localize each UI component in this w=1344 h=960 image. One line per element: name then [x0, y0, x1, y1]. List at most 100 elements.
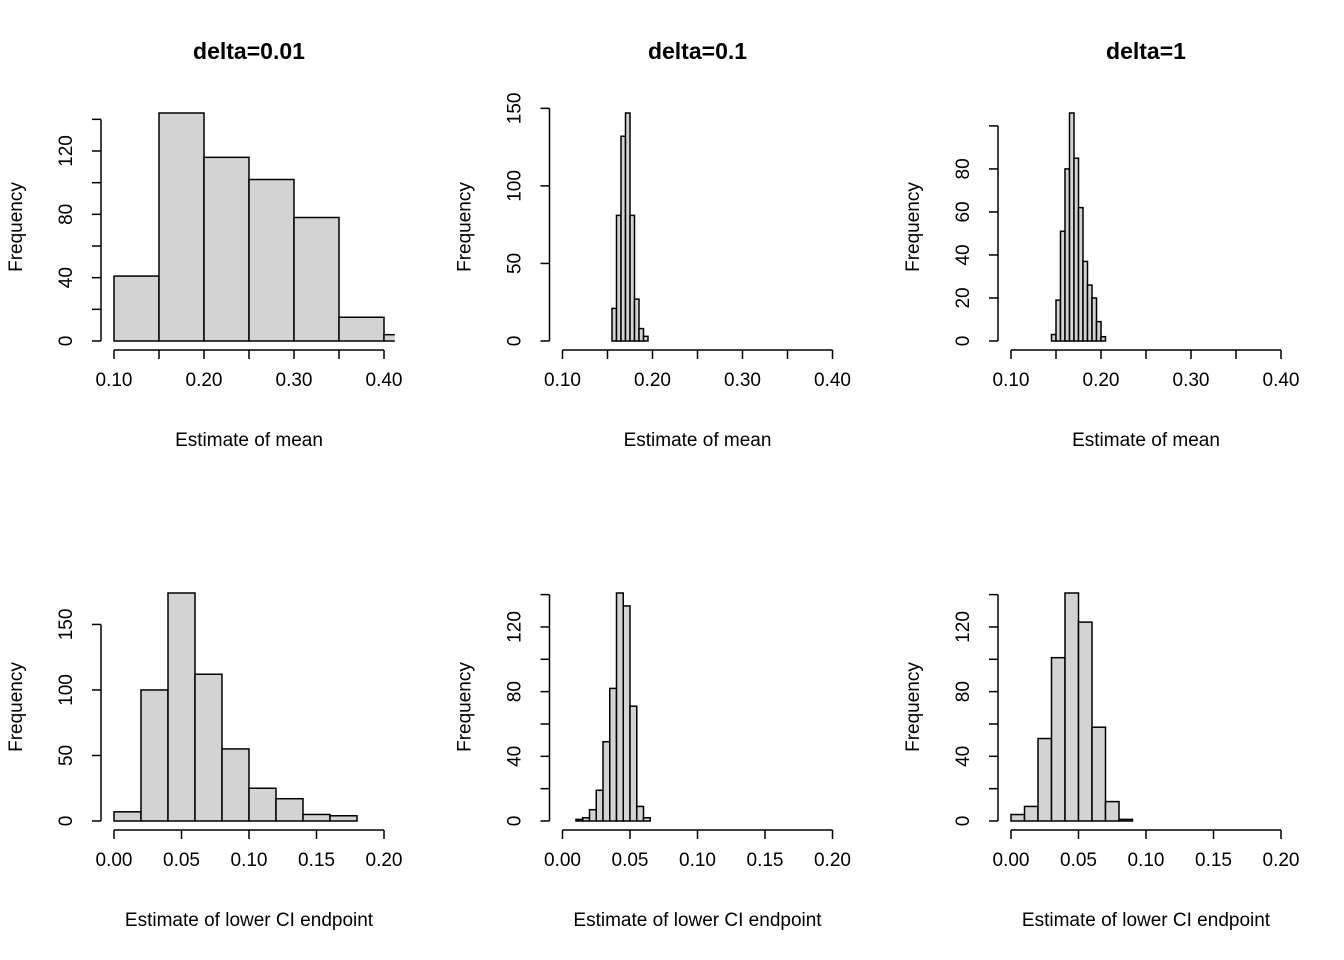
y-axis-label: Frequency [455, 182, 476, 272]
bar [275, 797, 304, 822]
bar [1091, 726, 1107, 822]
x-tick-label: 0.40 [366, 370, 403, 391]
bar [629, 214, 636, 342]
x-tick-label: 0.00 [96, 850, 133, 871]
chart-title: delta=0.01 [193, 38, 305, 64]
x-tick-label: 0.20 [1083, 370, 1120, 391]
x-tick-label: 0.15 [1195, 850, 1232, 871]
bar [113, 811, 142, 822]
x-tick-label: 0.05 [1060, 850, 1097, 871]
bar [588, 808, 597, 822]
bar [1100, 335, 1107, 342]
bars [575, 592, 651, 822]
bar [248, 178, 295, 342]
y-tick-label: 150 [505, 92, 526, 124]
x-axis-label: Estimate of lower CI endpoint [1022, 910, 1271, 931]
y-tick-label: 40 [56, 267, 77, 288]
bar [622, 605, 631, 822]
bar [338, 316, 385, 342]
x-tick-label: 0.20 [814, 850, 851, 871]
x-tick-label: 0.40 [1263, 370, 1300, 391]
bar [1118, 818, 1134, 822]
bar [1091, 297, 1098, 342]
bars [611, 112, 649, 342]
x-tick-label: 0.20 [366, 850, 403, 871]
y-tick-label: 0 [953, 336, 974, 347]
chart-title: delta=0.1 [648, 38, 747, 64]
bars [1010, 592, 1134, 822]
y-tick-label: 120 [505, 611, 526, 643]
x-axis-label: Estimate of mean [624, 430, 772, 451]
y-tick-label: 0 [505, 336, 526, 347]
y-tick-label: 50 [56, 745, 77, 766]
bar [1023, 805, 1039, 822]
x-tick-label: 0.30 [276, 370, 313, 391]
x-tick-label: 0.00 [993, 850, 1030, 871]
panel: 0.00 0.05 0.10 0.15 0.20 0 40 80 120 Estimate of … [903, 592, 1299, 931]
x-axis-label: Estimate of lower CI endpoint [125, 910, 374, 931]
panel: 0.10 0.20 0.30 0.40 0 40 80 120 delta=0.01 Estima… [6, 38, 403, 451]
x-tick-label: 0.15 [747, 850, 784, 871]
bar [582, 817, 591, 822]
bar [642, 817, 651, 822]
y-tick-label: 40 [953, 746, 974, 767]
bar [140, 689, 169, 822]
x-axis-label: Estimate of lower CI endpoint [573, 910, 822, 931]
bar [221, 748, 250, 822]
bar [302, 813, 331, 822]
x-tick-label: 0.00 [544, 850, 581, 871]
y-axis-label: Frequency [6, 182, 27, 272]
x-tick-label: 0.10 [96, 370, 133, 391]
y-tick-label: 20 [953, 287, 974, 308]
y-tick-label: 80 [505, 681, 526, 702]
bars [113, 592, 358, 822]
bar [1037, 737, 1053, 822]
x-axis-label: Estimate of mean [175, 430, 323, 451]
x-axis-label: Estimate of mean [1072, 430, 1220, 451]
bars [113, 112, 395, 342]
y-tick-label: 0 [56, 816, 77, 827]
bar [383, 333, 395, 342]
y-axis-label: Frequency [903, 662, 924, 752]
x-tick-label: 0.10 [1128, 850, 1165, 871]
bar [1064, 592, 1080, 822]
y-axis-label: Frequency [455, 662, 476, 752]
panel: 0.00 0.05 0.10 0.15 0.20 0 40 80 120 Estimate of … [455, 592, 851, 931]
bar [1077, 621, 1093, 822]
y-tick-label: 100 [56, 674, 77, 706]
y-tick-label: 0 [56, 336, 77, 347]
y-tick-label: 80 [953, 158, 974, 179]
y-tick-label: 80 [953, 681, 974, 702]
bar [1050, 656, 1066, 822]
x-tick-label: 0.30 [1173, 370, 1210, 391]
bar [203, 156, 250, 342]
x-tick-label: 0.10 [993, 370, 1030, 391]
y-tick-label: 0 [505, 816, 526, 827]
bar [1104, 800, 1120, 822]
bar [1010, 813, 1026, 822]
y-tick-label: 120 [56, 135, 77, 167]
bar [113, 275, 160, 342]
bar [609, 687, 618, 822]
bars [1050, 112, 1107, 342]
y-tick-label: 60 [953, 201, 974, 222]
y-tick-label: 150 [56, 609, 77, 641]
bar [633, 298, 640, 342]
x-tick-label: 0.30 [724, 370, 761, 391]
x-tick-label: 0.40 [814, 370, 851, 391]
bar [629, 705, 638, 822]
y-tick-label: 40 [505, 746, 526, 767]
bar [167, 592, 196, 822]
y-axis-label: Frequency [6, 662, 27, 752]
bar [636, 805, 645, 822]
bar [615, 592, 624, 822]
bar [158, 112, 205, 342]
bar [602, 741, 611, 822]
x-tick-label: 0.05 [612, 850, 649, 871]
bar [329, 815, 358, 822]
x-tick-label: 0.20 [186, 370, 223, 391]
panel: 0.00 0.05 0.10 0.15 0.20 0 50 100 150 Estimate of… [6, 592, 403, 931]
x-tick-label: 0.10 [544, 370, 581, 391]
y-tick-label: 100 [505, 170, 526, 202]
panel: 0.10 0.20 0.30 0.40 0 50 100 150 delta=0.1 Estima… [455, 38, 851, 451]
